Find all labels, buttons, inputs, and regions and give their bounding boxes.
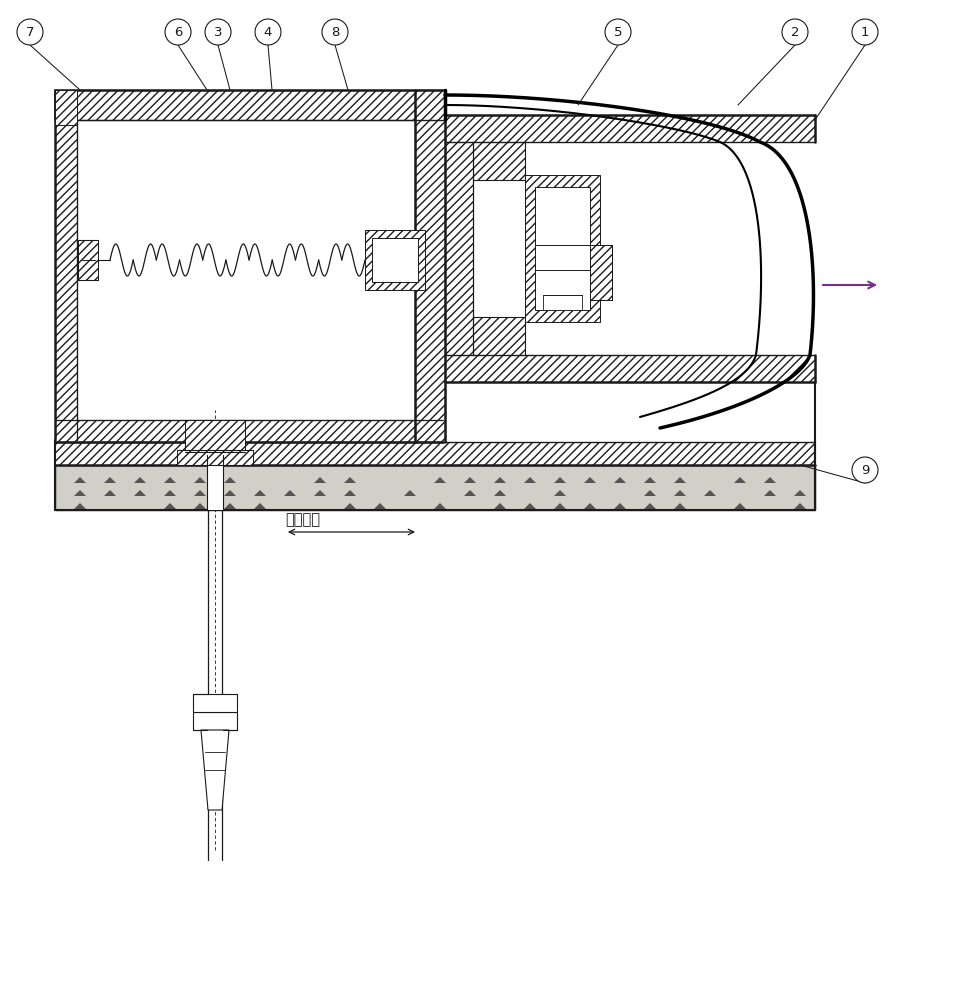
Polygon shape [254,503,266,509]
Polygon shape [164,490,176,496]
Polygon shape [554,490,566,496]
Bar [55,442,815,465]
Polygon shape [584,503,596,509]
Bar [193,694,237,712]
Bar [365,230,425,290]
Polygon shape [554,477,566,483]
Polygon shape [644,490,656,496]
Polygon shape [134,477,146,483]
Bar [55,90,445,120]
Text: 8: 8 [331,25,340,38]
Polygon shape [74,477,86,483]
Circle shape [852,457,878,483]
Polygon shape [194,490,206,496]
Polygon shape [734,477,746,483]
Polygon shape [434,503,446,509]
Polygon shape [224,503,236,509]
Polygon shape [764,477,776,483]
Bar [185,420,245,452]
Circle shape [255,19,281,45]
Polygon shape [134,490,146,496]
Polygon shape [704,490,716,496]
Polygon shape [254,490,266,496]
Polygon shape [794,503,806,509]
Polygon shape [344,477,356,483]
Polygon shape [554,503,566,509]
Bar [372,238,418,282]
Bar [55,465,815,510]
Text: 滑动距离: 滑动距离 [285,512,320,527]
Circle shape [852,19,878,45]
Polygon shape [584,477,596,483]
Bar [445,115,815,142]
Polygon shape [644,503,656,509]
Bar [543,295,582,310]
Polygon shape [524,477,536,483]
Text: 4: 4 [264,25,272,38]
Polygon shape [614,503,626,509]
Polygon shape [194,477,206,483]
Polygon shape [284,490,296,496]
Polygon shape [224,490,236,496]
Polygon shape [374,503,386,509]
Polygon shape [464,477,476,483]
Circle shape [17,19,43,45]
Polygon shape [104,477,116,483]
Polygon shape [614,477,626,483]
Polygon shape [734,503,746,509]
Bar [473,317,525,355]
Polygon shape [524,503,536,509]
Circle shape [165,19,191,45]
Bar [207,465,223,510]
Polygon shape [404,490,416,496]
Polygon shape [194,503,206,509]
Bar [525,175,600,322]
Polygon shape [164,503,176,509]
Bar [193,712,237,730]
Text: 2: 2 [791,25,799,38]
Bar [415,90,445,442]
Polygon shape [494,477,506,483]
Polygon shape [344,490,356,496]
Text: 9: 9 [861,464,870,477]
Text: 5: 5 [614,25,623,38]
Polygon shape [764,490,776,496]
Circle shape [205,19,231,45]
Circle shape [605,19,631,45]
Polygon shape [201,730,229,810]
Bar [55,120,77,440]
Bar [55,90,77,125]
Text: 6: 6 [174,25,183,38]
Polygon shape [344,503,356,509]
Text: 3: 3 [214,25,223,38]
Bar [78,240,98,280]
Bar [535,187,590,310]
Polygon shape [104,490,116,496]
Polygon shape [224,477,236,483]
Polygon shape [74,490,86,496]
Polygon shape [674,503,686,509]
Polygon shape [494,503,506,509]
Polygon shape [644,477,656,483]
Bar [473,142,525,180]
Polygon shape [314,490,326,496]
Bar [590,245,612,300]
Polygon shape [74,503,86,509]
Bar [55,420,443,442]
Polygon shape [494,490,506,496]
Bar [445,355,815,382]
Text: 7: 7 [25,25,34,38]
Bar [445,142,473,355]
Polygon shape [434,477,446,483]
Bar [177,450,253,465]
Circle shape [782,19,808,45]
Circle shape [322,19,348,45]
Polygon shape [164,477,176,483]
Polygon shape [314,477,326,483]
Polygon shape [464,490,476,496]
Text: 1: 1 [861,25,870,38]
Polygon shape [674,477,686,483]
Polygon shape [674,490,686,496]
Polygon shape [794,490,806,496]
